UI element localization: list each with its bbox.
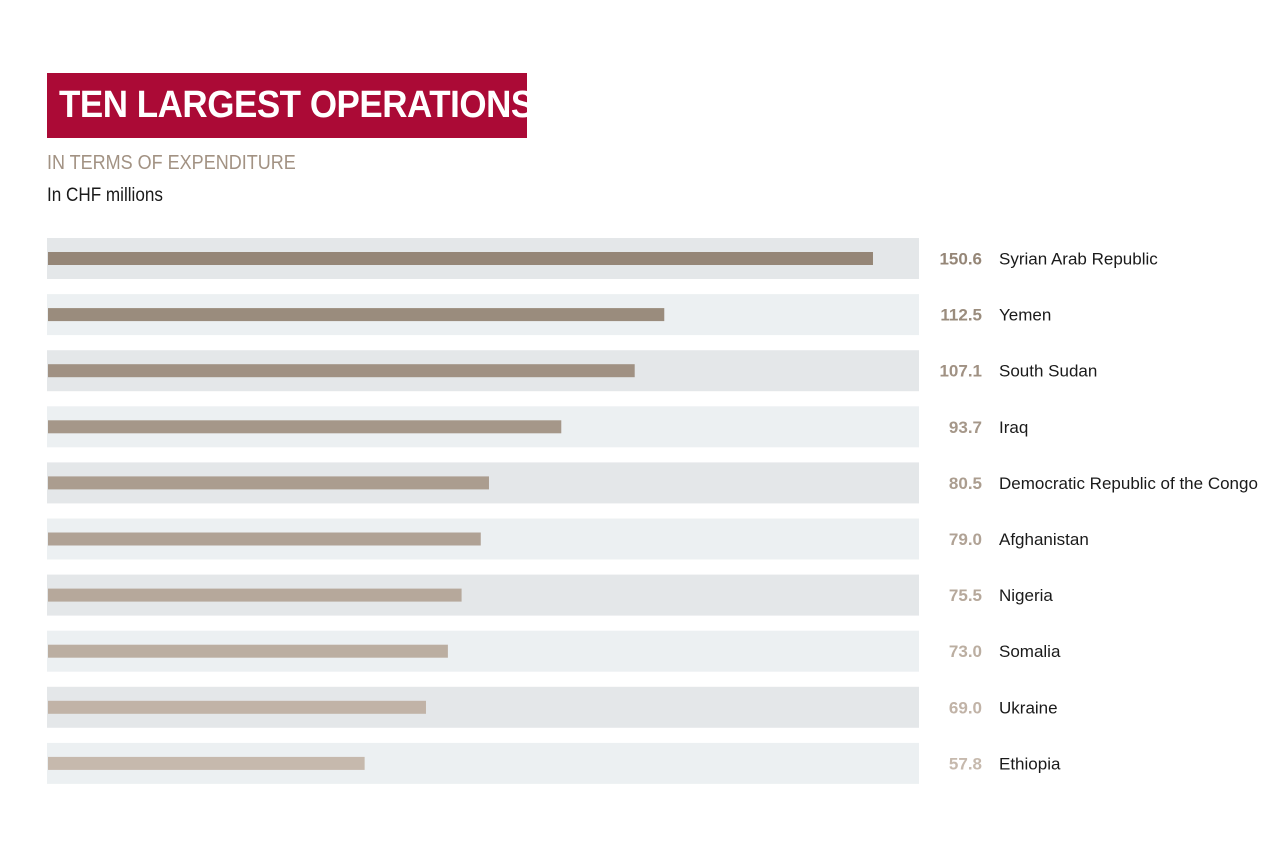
category-label: Afghanistan bbox=[999, 530, 1089, 549]
category-label: Syrian Arab Republic bbox=[999, 250, 1158, 269]
category-label: Somalia bbox=[999, 642, 1061, 661]
bar bbox=[48, 756, 365, 770]
title-box: TEN LARGEST OPERATIONS bbox=[47, 73, 534, 138]
bar bbox=[48, 364, 635, 378]
bar bbox=[48, 700, 426, 714]
category-label: Iraq bbox=[999, 418, 1028, 437]
value-label: 79.0 bbox=[949, 530, 982, 549]
value-label: 80.5 bbox=[949, 474, 982, 493]
category-label: Ukraine bbox=[999, 698, 1058, 717]
bar bbox=[48, 420, 562, 434]
value-label: 69.0 bbox=[949, 698, 982, 717]
category-label: South Sudan bbox=[999, 362, 1097, 381]
category-label: Democratic Republic of the Congo bbox=[999, 474, 1258, 493]
bar bbox=[48, 588, 462, 602]
value-label: 150.6 bbox=[939, 250, 982, 269]
value-label: 57.8 bbox=[949, 754, 982, 773]
value-label: 75.5 bbox=[949, 586, 982, 605]
category-label: Ethiopia bbox=[999, 754, 1061, 773]
chart-title: TEN LARGEST OPERATIONS bbox=[58, 84, 534, 126]
bar bbox=[48, 476, 489, 490]
bar bbox=[48, 532, 481, 546]
category-label: Yemen bbox=[999, 306, 1051, 325]
value-label: 93.7 bbox=[949, 418, 982, 437]
bar bbox=[48, 252, 873, 265]
category-label: Nigeria bbox=[999, 586, 1053, 605]
unit-note: In CHF millions bbox=[47, 185, 163, 206]
value-label: 107.1 bbox=[939, 362, 982, 381]
bar bbox=[48, 644, 448, 658]
value-label: 73.0 bbox=[949, 642, 982, 661]
value-label: 112.5 bbox=[940, 306, 982, 325]
bar bbox=[48, 308, 665, 322]
chart-subtitle: IN TERMS OF EXPENDITURE bbox=[47, 152, 296, 174]
